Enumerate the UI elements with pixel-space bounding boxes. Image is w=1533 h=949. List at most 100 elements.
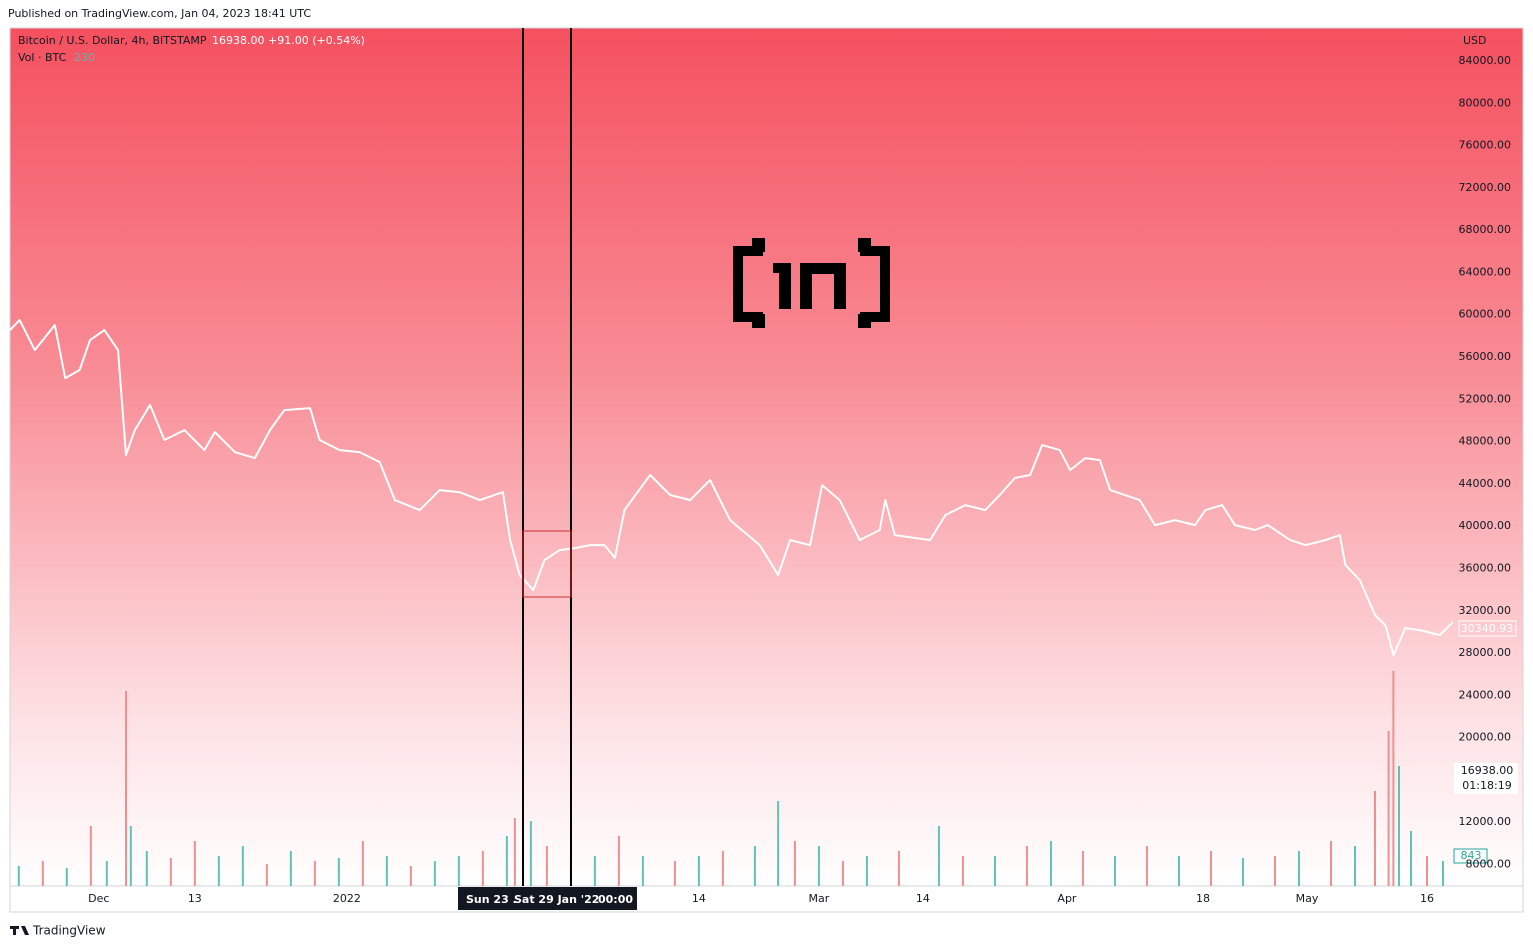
axis-unit: USD [1463, 34, 1487, 47]
chart-background [10, 28, 1523, 886]
volume-bar [125, 691, 128, 886]
countdown: 01:18:19 [1462, 779, 1511, 792]
volume-bar [937, 826, 940, 886]
y-tick-label: 12000.00 [1459, 815, 1512, 828]
volume-bar [1441, 861, 1444, 886]
crosshair-text: Sat 29 Jan '22 [514, 893, 599, 906]
volume-bar [241, 846, 244, 886]
y-tick-label: 64000.00 [1459, 265, 1512, 278]
volume-bar [513, 818, 516, 886]
y-tick-label: 84000.00 [1459, 54, 1512, 67]
volume-bar [265, 864, 268, 886]
y-tick-label: 68000.00 [1459, 223, 1512, 236]
volume-bar [89, 826, 92, 886]
y-tick-label: 32000.00 [1459, 604, 1512, 617]
crosshair-text: 00:00 [598, 893, 633, 906]
x-tick-label: 16 [1420, 892, 1434, 905]
volume-bar [593, 856, 596, 886]
plot [9, 319, 1454, 886]
volume-bar [409, 866, 412, 886]
price-label-box [1458, 620, 1517, 637]
volume-bar [1145, 846, 1148, 886]
volume-bar [1409, 831, 1412, 886]
volume-label-box [1453, 848, 1488, 864]
volume-bar [897, 851, 900, 886]
volume-bar [385, 856, 388, 886]
y-tick-label: 72000.00 [1459, 181, 1512, 194]
y-tick-label: 20000.00 [1459, 731, 1512, 744]
volume-bar [505, 836, 508, 886]
volume-bar [105, 861, 108, 886]
volume-bar [481, 851, 484, 886]
volume-bar [1387, 731, 1390, 886]
current-price: 16938.00 [1461, 764, 1514, 777]
legend-volume-value: 230 [74, 51, 95, 64]
volume-bar [817, 846, 820, 886]
x-tick-label: 2022 [333, 892, 361, 905]
volume-bar [1241, 858, 1244, 886]
volume-bar [1273, 856, 1276, 886]
footer-logo [10, 926, 29, 935]
volume-bar [1209, 851, 1212, 886]
y-tick-label: 52000.00 [1459, 392, 1512, 405]
volume-bar [337, 858, 340, 886]
volume-bar [1353, 846, 1356, 886]
x-tick-label: Apr [1057, 892, 1077, 905]
crosshair-label [458, 887, 637, 910]
volume-bar [961, 856, 964, 886]
x-tick-label: May [1296, 892, 1319, 905]
volume-bar [1397, 766, 1400, 886]
volume-bar [617, 836, 620, 886]
y-tick-label: 8000.00 [1466, 858, 1512, 871]
watermark-logo [733, 238, 890, 328]
volume-bar [145, 851, 148, 886]
volume-bar [793, 841, 796, 886]
volume-bar [673, 861, 676, 886]
volume-bar [457, 856, 460, 886]
y-tick-label: 40000.00 [1459, 519, 1512, 532]
volume-label: 843 [1461, 849, 1482, 862]
y-tick-label: 48000.00 [1459, 435, 1512, 448]
legend-volume: Vol · BTC [18, 51, 67, 64]
volume-bar [313, 861, 316, 886]
x-tick-label: Mar [809, 892, 830, 905]
x-tick-label: 14 [916, 892, 930, 905]
x-tick-label: 18 [1196, 892, 1210, 905]
legend-change: +91.00 (+0.54%) [268, 34, 365, 47]
volume-bar [169, 858, 172, 886]
volume-bar [17, 866, 20, 886]
volume-bar [1329, 841, 1332, 886]
volume-bar [721, 851, 724, 886]
volume-bar [65, 868, 68, 886]
x-tick-label: 13 [188, 892, 202, 905]
volume-bar [1081, 851, 1084, 886]
volume-bar [641, 856, 644, 886]
y-tick-label: 28000.00 [1459, 646, 1512, 659]
volume-bar [1373, 791, 1376, 886]
volume-bar [1425, 856, 1428, 886]
publish-note: Published on TradingView.com, Jan 04, 20… [8, 7, 311, 20]
volume-bar [129, 826, 132, 886]
y-tick-label: 44000.00 [1459, 477, 1512, 490]
chart-frame [9, 27, 1524, 913]
volume-bar [697, 856, 700, 886]
y-tick-label: 56000.00 [1459, 350, 1512, 363]
volume-bar [1177, 856, 1180, 886]
current-price-box [1454, 763, 1518, 794]
footer-brand: TradingView [32, 924, 106, 938]
volume-bar [529, 821, 532, 886]
volume-bar [361, 841, 364, 886]
volume-bar [993, 856, 996, 886]
volume-bar [1049, 841, 1052, 886]
y-tick-label: 76000.00 [1459, 139, 1512, 152]
volume-bar [433, 861, 436, 886]
price-label: 30340.93 [1461, 622, 1514, 635]
y-tick-label: 60000.00 [1459, 308, 1512, 321]
volume-bar [193, 841, 196, 886]
volume-bar [841, 861, 844, 886]
volume-bar [865, 856, 868, 886]
y-tick-label: 36000.00 [1459, 561, 1512, 574]
legend-symbol: Bitcoin / U.S. Dollar, 4h, BITSTAMP [18, 34, 207, 47]
volume-bar [1297, 851, 1300, 886]
x-tick-label: Dec [88, 892, 109, 905]
